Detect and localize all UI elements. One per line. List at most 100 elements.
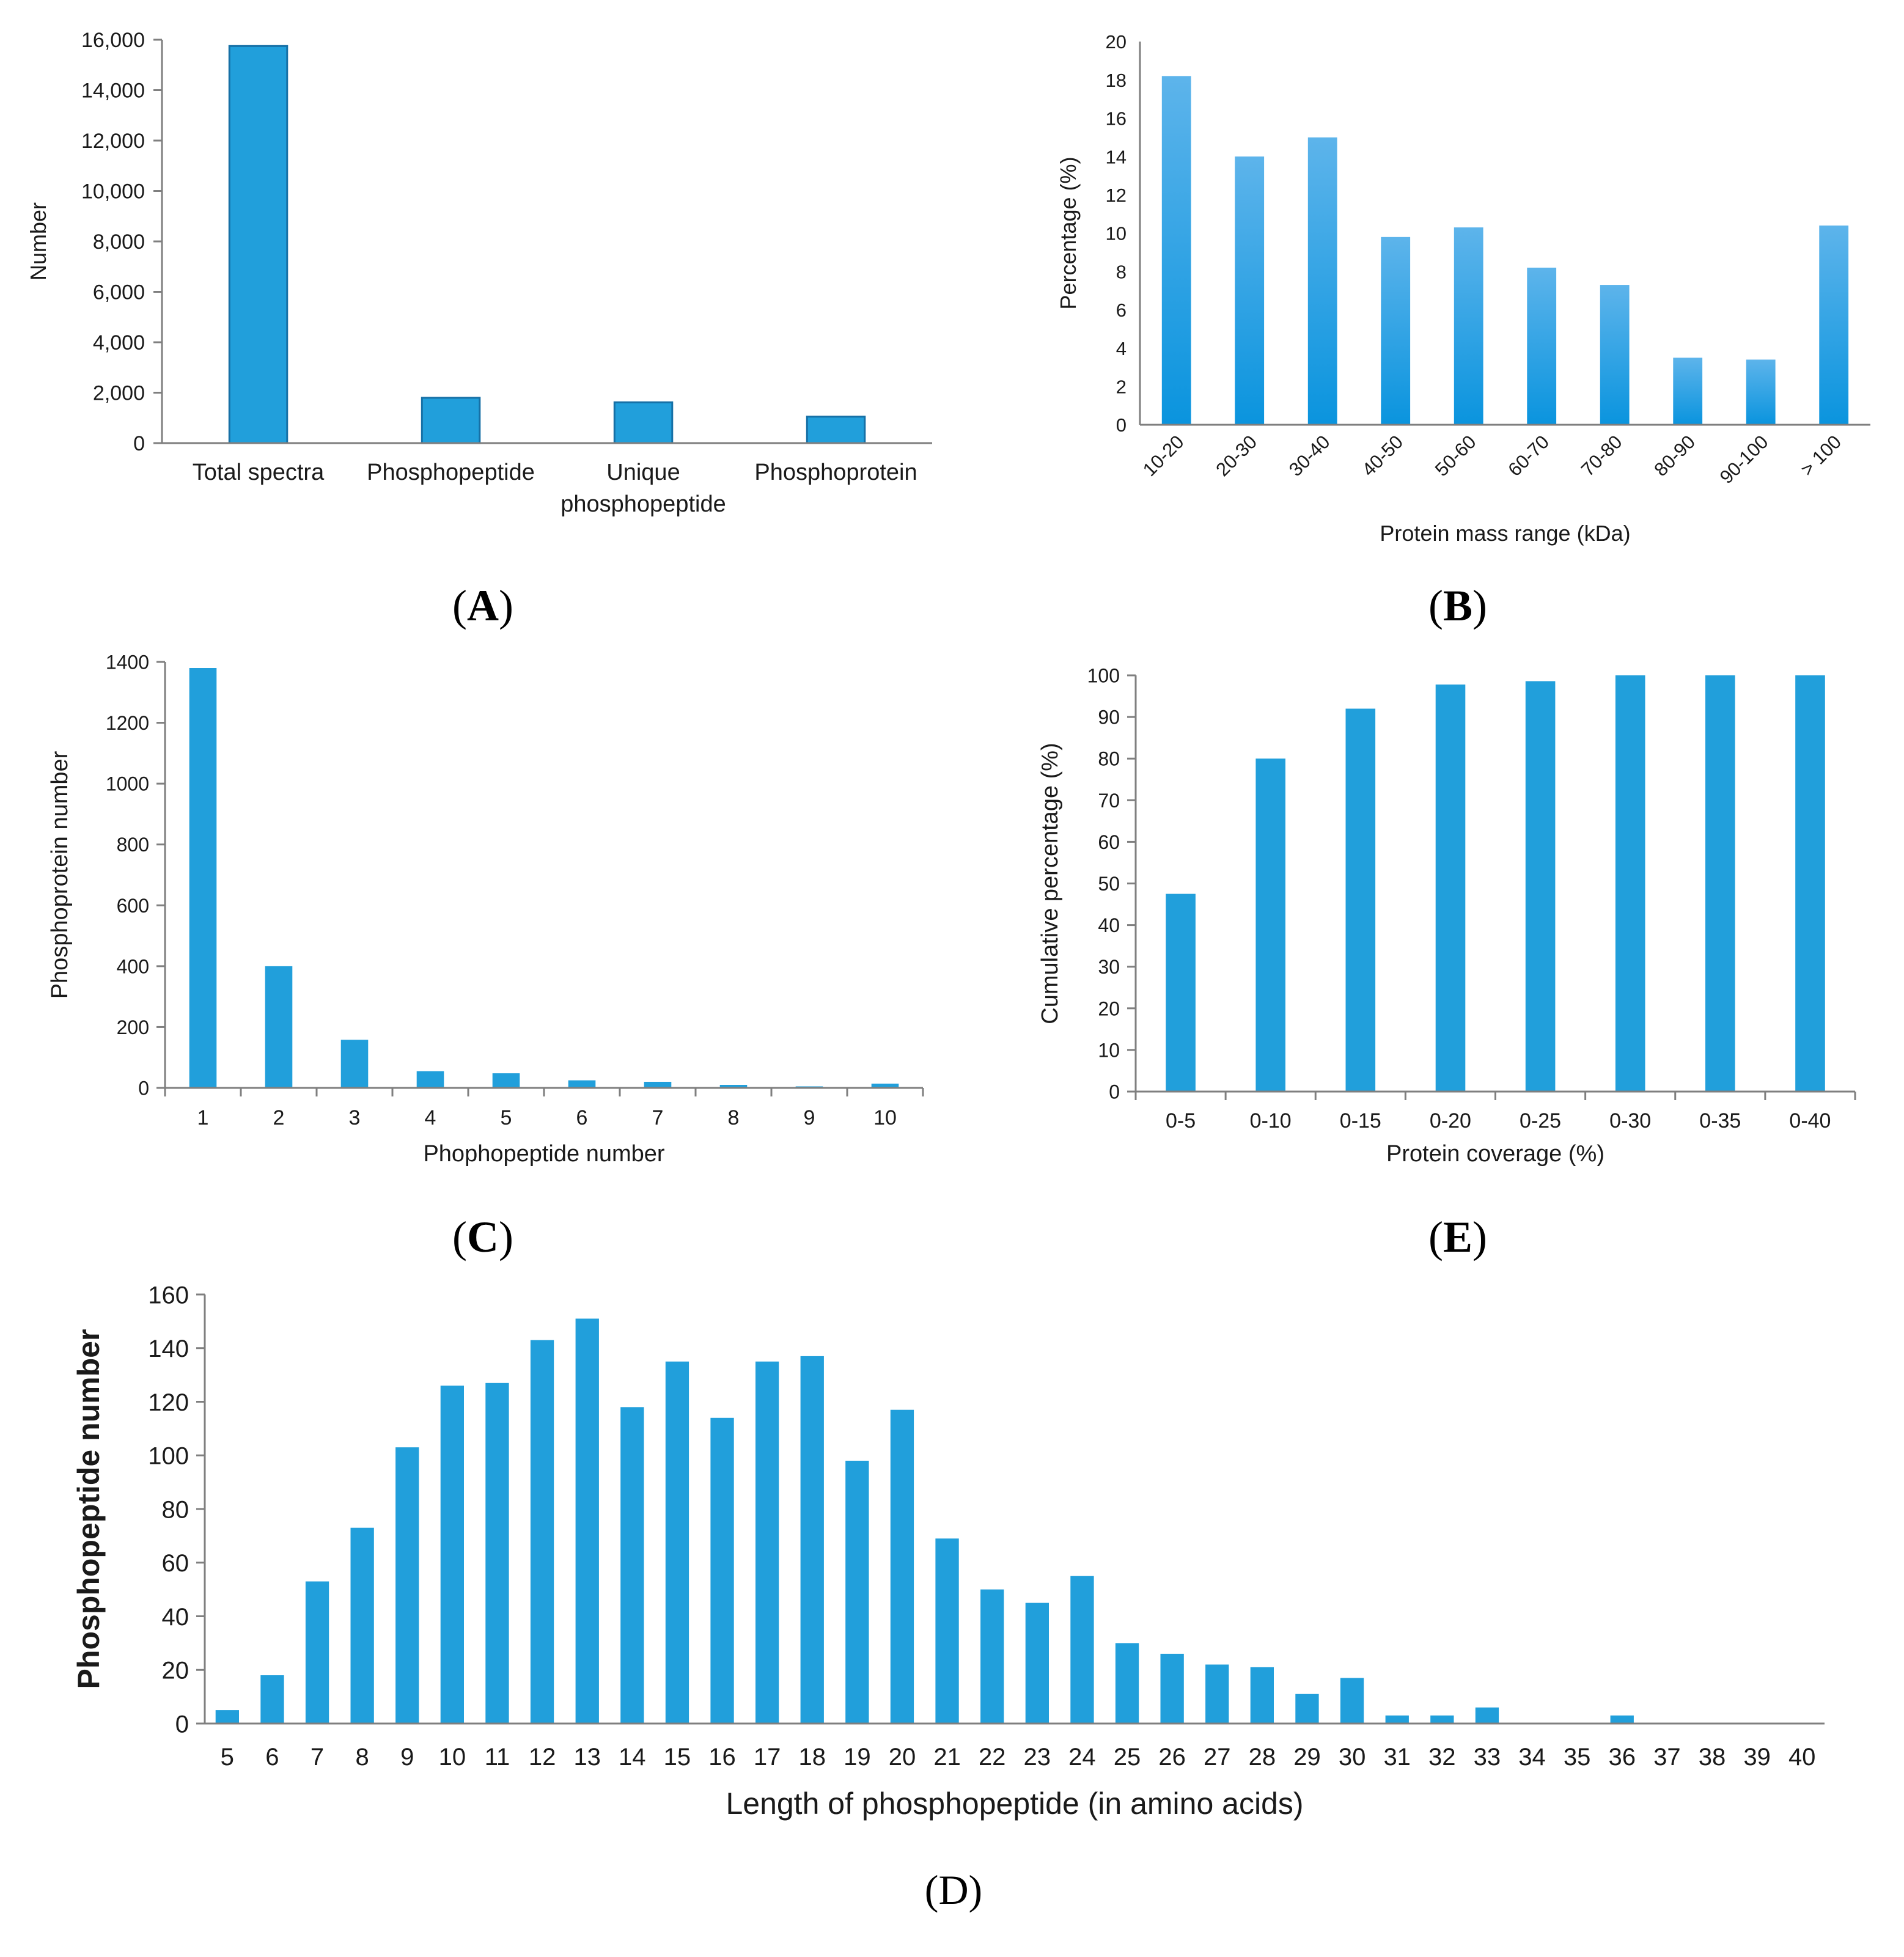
bar-b-8 (1673, 358, 1703, 425)
x-tick-label-c: 1 (197, 1106, 209, 1129)
bar-c-5 (492, 1073, 520, 1088)
y-tick-label-b: 0 (1116, 414, 1127, 436)
bar-d-24 (1250, 1667, 1274, 1724)
bar-b-10 (1819, 226, 1849, 425)
bar-d-14 (800, 1356, 824, 1724)
x-tick-label-d: 6 (265, 1744, 279, 1771)
x-tick-label-d: 28 (1249, 1744, 1276, 1771)
bar-d-17 (935, 1538, 959, 1724)
x-tick-label-b: 90-100 (1716, 431, 1773, 488)
y-tick-label-b: 10 (1106, 223, 1127, 244)
y-tick-label-a: 0 (133, 432, 145, 455)
x-tick-label-d: 29 (1293, 1744, 1321, 1771)
x-tick-label-b: 10-20 (1139, 431, 1188, 480)
bar-e-8 (1795, 675, 1825, 1092)
y-tick-label-e: 70 (1098, 790, 1120, 812)
y-tick-label-b: 8 (1116, 261, 1127, 282)
bar-d-15 (845, 1461, 869, 1724)
bar-d-5 (395, 1447, 419, 1724)
y-tick-label-a: 10,000 (81, 180, 145, 204)
x-tick-label-e: 0-15 (1340, 1109, 1381, 1133)
y-tick-label-e: 90 (1098, 707, 1120, 729)
bar-a-3 (613, 401, 674, 444)
x-tick-label-a: Unique phosphopeptide (561, 460, 726, 517)
x-tick-label-d: 18 (799, 1744, 826, 1771)
x-tick-label-e: 0-25 (1520, 1109, 1561, 1133)
panel-label-c: (C) (452, 1213, 513, 1261)
y-tick-label-a: 6,000 (93, 281, 145, 304)
bar-d-6 (440, 1386, 464, 1724)
x-tick-label-a: Phosphoprotein (754, 460, 917, 485)
x-tick-label-d: 16 (708, 1744, 736, 1771)
y-tick-label-e: 20 (1098, 997, 1120, 1019)
x-tick-label-e: 0-20 (1430, 1109, 1471, 1133)
y-tick-label-c: 0 (138, 1078, 149, 1100)
y-tick-label-d: 100 (148, 1443, 189, 1470)
y-tick-label-e: 0 (1109, 1081, 1120, 1103)
bar-c-8 (719, 1085, 748, 1088)
bar-d-13 (755, 1361, 779, 1724)
y-tick-label-c: 1400 (106, 652, 149, 674)
x-tick-label-d: 12 (529, 1744, 556, 1771)
bar-b-7 (1600, 285, 1630, 425)
bar-d-32 (1610, 1715, 1634, 1724)
x-axis-title-e: Protein coverage (%) (1386, 1141, 1604, 1167)
bar-b-3 (1307, 137, 1337, 425)
x-tick-label-d: 31 (1383, 1744, 1411, 1771)
y-tick-label-c: 200 (117, 1016, 149, 1038)
bar-e-1 (1166, 894, 1196, 1092)
y-tick-label-d: 20 (162, 1658, 189, 1684)
y-axis-title-e: Cumulative percentage (%) (1037, 743, 1063, 1024)
x-tick-label-d: 23 (1024, 1744, 1051, 1771)
y-tick-label-a: 16,000 (81, 29, 145, 52)
x-axis-title-b: Protein mass range (kDa) (1380, 521, 1630, 546)
bar-d-10 (620, 1407, 644, 1724)
bar-e-3 (1345, 708, 1376, 1092)
x-tick-label-d: 19 (844, 1744, 871, 1771)
panel-label-a: (A) (452, 581, 513, 630)
bar-d-27 (1385, 1715, 1409, 1724)
bar-d-21 (1115, 1643, 1139, 1724)
bar-d-25 (1295, 1694, 1319, 1724)
y-tick-label-e: 60 (1098, 831, 1120, 853)
y-tick-label-c: 1000 (106, 773, 149, 795)
y-tick-label-a: 2,000 (93, 382, 145, 405)
chart-panel-c: 0 200 400 600 800 1000 1200 1400 1 2 3 4 5 6 7 8 9 10 Phop… (47, 652, 924, 1167)
x-tick-label-d: 24 (1068, 1744, 1096, 1771)
y-axis-title-b: Percentage (%) (1056, 156, 1081, 309)
x-tick-label-a: Total spectra (193, 460, 325, 485)
bar-b-9 (1746, 359, 1776, 425)
bar-c-6 (568, 1080, 596, 1088)
bar-e-4 (1435, 685, 1466, 1092)
panel-label-b: (B) (1428, 581, 1487, 630)
x-tick-label-d: 34 (1518, 1744, 1546, 1771)
chart-panel-b: 0 2 4 6 8 10 12 14 16 18 20 10-20 20-30 30-40 40-50 50-… (1056, 31, 1870, 546)
x-axis-title-c: Phophopeptide number (423, 1141, 664, 1167)
bar-c-2 (265, 966, 293, 1088)
y-tick-label-b: 6 (1116, 299, 1127, 321)
y-tick-label-e: 30 (1098, 956, 1120, 978)
y-tick-label-a: 4,000 (93, 331, 145, 354)
bar-b-1 (1161, 76, 1191, 425)
bar-c-10 (871, 1084, 899, 1088)
x-tick-label-b: 70-80 (1577, 431, 1626, 480)
y-tick-label-a: 14,000 (81, 79, 145, 103)
bar-a-4 (806, 416, 866, 444)
bar-c-1 (189, 668, 217, 1088)
bar-e-5 (1525, 681, 1556, 1092)
x-tick-label-d: 38 (1699, 1744, 1726, 1771)
x-tick-label-c: 9 (804, 1106, 815, 1129)
x-tick-label-d: 17 (754, 1744, 781, 1771)
bar-d-11 (665, 1361, 689, 1724)
x-tick-label-e: 0-10 (1250, 1109, 1292, 1133)
y-tick-label-e: 50 (1098, 873, 1120, 895)
x-tick-label-c: 5 (501, 1106, 512, 1129)
bar-e-2 (1255, 758, 1285, 1092)
bar-c-3 (340, 1040, 369, 1088)
bar-d-28 (1430, 1715, 1454, 1724)
x-tick-label-c: 7 (652, 1106, 664, 1129)
y-tick-label-b: 14 (1106, 146, 1127, 167)
chart-panel-e: 0 10 20 30 40 50 60 70 80 90 100 0-5 0-10 0-15 0-20 0-2… (1037, 665, 1856, 1167)
y-tick-label-b: 4 (1116, 338, 1127, 359)
